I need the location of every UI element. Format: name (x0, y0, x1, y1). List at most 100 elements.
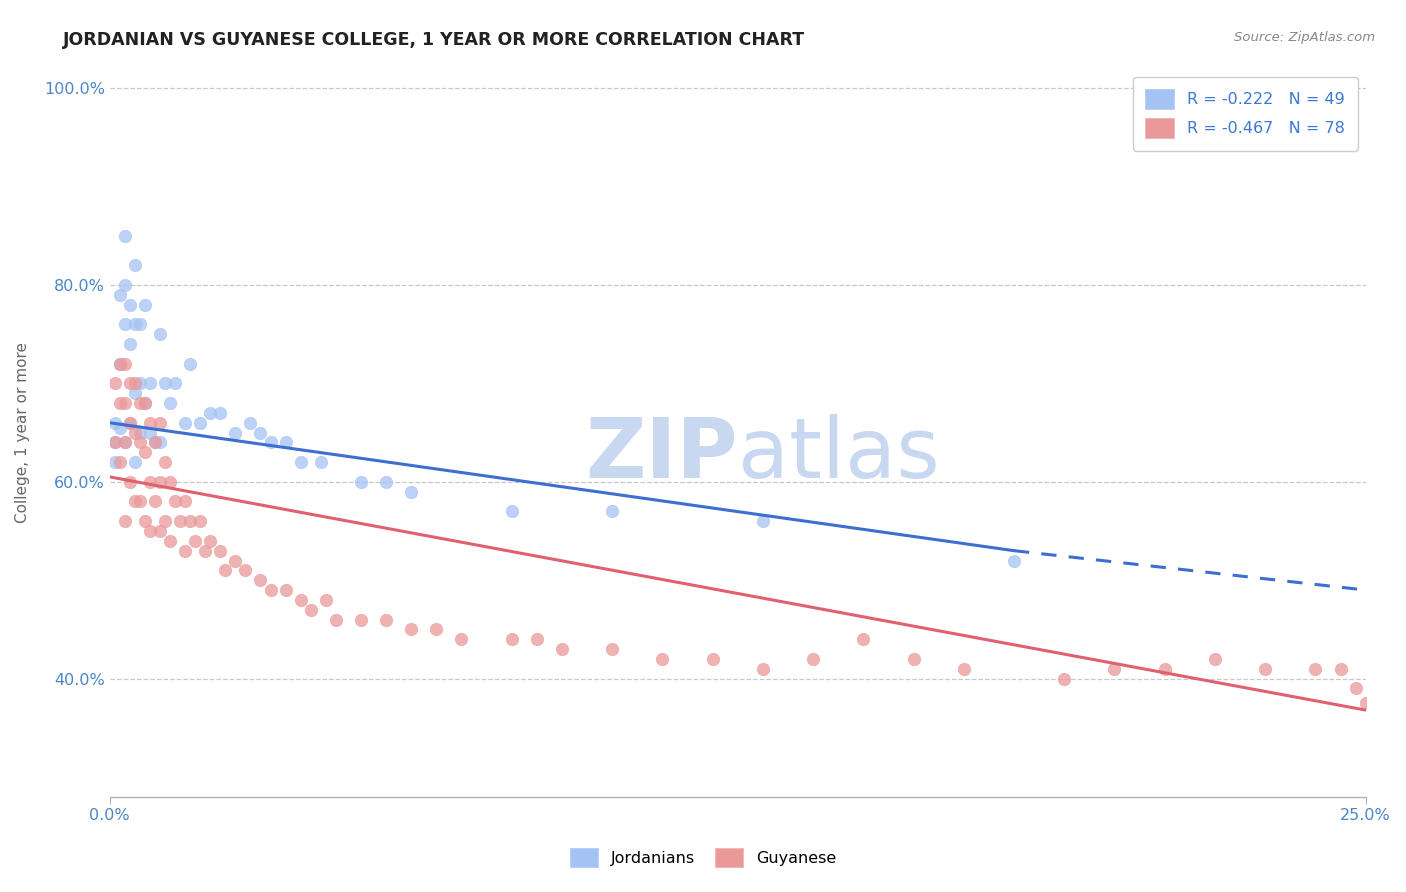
Point (114, 278, 136, 293)
Point (350, 475, 373, 489)
Point (104, 376, 127, 391)
Point (325, 613, 347, 627)
Point (1354, 696, 1376, 710)
Point (114, 357, 136, 371)
Point (249, 573, 271, 587)
Point (274, 582, 297, 597)
Point (118, 298, 141, 312)
Point (551, 642, 574, 657)
Point (375, 613, 398, 627)
Point (299, 603, 322, 617)
Point (108, 357, 131, 371)
Point (1305, 662, 1327, 676)
Point (114, 435, 136, 450)
Point (702, 652, 724, 666)
Point (1204, 652, 1226, 666)
Point (1153, 662, 1175, 676)
Point (169, 514, 191, 528)
Point (399, 623, 422, 637)
Point (179, 514, 201, 528)
Point (128, 318, 150, 332)
Point (259, 435, 281, 450)
Point (651, 652, 673, 666)
Point (139, 475, 162, 489)
Point (124, 258, 146, 272)
Point (139, 376, 162, 391)
Point (139, 416, 162, 430)
Point (1344, 681, 1367, 696)
Point (200, 533, 222, 548)
Point (159, 533, 181, 548)
Point (235, 563, 257, 577)
Point (526, 632, 548, 647)
Point (134, 445, 156, 459)
Point (290, 593, 312, 607)
Point (128, 376, 150, 391)
Point (134, 298, 156, 312)
Point (224, 553, 246, 567)
Point (124, 455, 146, 469)
Text: ZIP: ZIP (585, 414, 738, 495)
Point (149, 435, 172, 450)
Point (108, 396, 131, 410)
Point (1329, 662, 1351, 676)
Point (1254, 662, 1277, 676)
Point (259, 582, 281, 597)
Point (124, 376, 146, 391)
Point (184, 533, 207, 548)
Point (124, 494, 146, 508)
Point (249, 425, 271, 440)
Point (752, 514, 775, 528)
Point (153, 514, 176, 528)
Point (114, 396, 136, 410)
Point (450, 632, 472, 647)
Point (108, 455, 131, 469)
Text: Source: ZipAtlas.com: Source: ZipAtlas.com (1234, 31, 1375, 45)
Point (165, 376, 187, 391)
Point (153, 455, 176, 469)
Point (139, 425, 162, 440)
Legend: Jordanians, Guyanese: Jordanians, Guyanese (562, 839, 844, 875)
Point (118, 376, 141, 391)
Point (108, 288, 131, 302)
Point (290, 455, 312, 469)
Point (174, 416, 197, 430)
Point (159, 475, 181, 489)
Point (124, 318, 146, 332)
Point (139, 524, 162, 538)
Point (128, 435, 150, 450)
Point (425, 623, 447, 637)
Point (124, 425, 146, 440)
Point (174, 543, 197, 558)
Point (315, 593, 337, 607)
Point (108, 357, 131, 371)
Point (179, 357, 201, 371)
Point (128, 494, 150, 508)
Point (239, 416, 262, 430)
Text: JORDANIAN VS GUYANESE COLLEGE, 1 YEAR OR MORE CORRELATION CHART: JORDANIAN VS GUYANESE COLLEGE, 1 YEAR OR… (63, 31, 806, 49)
Point (209, 406, 232, 420)
Point (124, 386, 146, 401)
Point (153, 376, 176, 391)
Point (114, 435, 136, 450)
Point (134, 396, 156, 410)
Point (399, 484, 422, 499)
Point (104, 416, 127, 430)
Point (143, 494, 166, 508)
Point (952, 662, 974, 676)
Point (501, 632, 523, 647)
Point (134, 396, 156, 410)
Point (118, 416, 141, 430)
Legend: R = -0.222   N = 49, R = -0.467   N = 78: R = -0.222 N = 49, R = -0.467 N = 78 (1133, 77, 1358, 151)
Point (118, 475, 141, 489)
Point (501, 504, 523, 518)
Point (114, 514, 136, 528)
Y-axis label: College, 1 year or more: College, 1 year or more (15, 343, 30, 523)
Point (165, 494, 187, 508)
Point (274, 435, 297, 450)
Point (104, 435, 127, 450)
Point (114, 228, 136, 243)
Point (1002, 553, 1025, 567)
Point (128, 396, 150, 410)
Point (600, 504, 623, 518)
